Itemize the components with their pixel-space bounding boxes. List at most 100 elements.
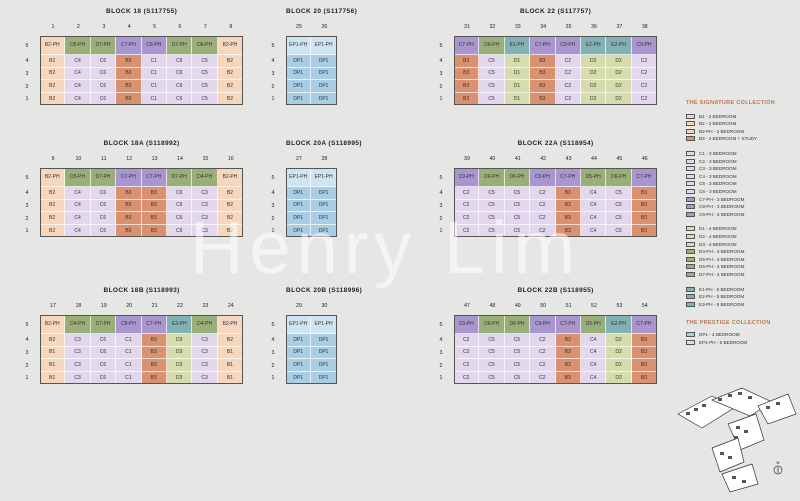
unit-cell[interactable]: C1 bbox=[141, 92, 167, 106]
unit-cell[interactable]: C1 bbox=[116, 346, 142, 360]
unit-cell[interactable]: D6-PH bbox=[606, 168, 632, 187]
unit-cell[interactable]: C6 bbox=[90, 199, 117, 213]
unit-cell[interactable]: B2 bbox=[217, 92, 244, 106]
unit-cell[interactable]: C3 bbox=[192, 346, 218, 360]
unit-cell[interactable]: DP1 bbox=[311, 224, 337, 238]
unit-cell[interactable]: D6-PH bbox=[504, 315, 531, 334]
unit-cell[interactable]: B3 bbox=[555, 346, 581, 360]
unit-cell[interactable]: B3 bbox=[631, 224, 658, 238]
unit-cell[interactable]: C2 bbox=[530, 334, 556, 347]
unit-cell[interactable]: C2 bbox=[555, 55, 581, 68]
unit-cell[interactable]: B3 bbox=[631, 212, 658, 225]
unit-cell[interactable]: C6 bbox=[167, 55, 193, 68]
unit-cell[interactable]: B2 bbox=[40, 334, 66, 347]
unit-cell[interactable]: C2 bbox=[631, 92, 658, 106]
unit-cell[interactable]: EP1-PH bbox=[311, 315, 337, 334]
unit-cell[interactable]: B3 bbox=[631, 371, 658, 385]
unit-cell[interactable]: C4 bbox=[581, 212, 607, 225]
unit-cell[interactable]: DP1 bbox=[286, 80, 312, 93]
unit-cell[interactable]: C6 bbox=[90, 334, 117, 347]
unit-cell[interactable]: D5-PH bbox=[65, 168, 91, 187]
unit-cell[interactable]: C9-PH bbox=[631, 36, 658, 55]
unit-cell[interactable]: D7-PH bbox=[167, 36, 193, 55]
unit-cell[interactable]: DP1 bbox=[311, 334, 337, 347]
unit-cell[interactable]: C3 bbox=[65, 334, 91, 347]
unit-cell[interactable]: EP1-PH bbox=[286, 36, 312, 55]
unit-cell[interactable]: C4 bbox=[65, 199, 91, 213]
unit-cell[interactable]: DP1 bbox=[286, 371, 312, 385]
unit-cell[interactable]: C5 bbox=[479, 334, 505, 347]
unit-cell[interactable]: C4 bbox=[65, 67, 91, 81]
unit-cell[interactable]: C2 bbox=[454, 212, 480, 225]
unit-cell[interactable]: C9-PH bbox=[454, 168, 480, 187]
unit-cell[interactable]: DP1 bbox=[311, 199, 337, 213]
unit-cell[interactable]: B3 bbox=[116, 199, 142, 213]
unit-cell[interactable]: B2 bbox=[217, 212, 244, 225]
unit-cell[interactable]: B3 bbox=[631, 334, 658, 347]
unit-cell[interactable]: DP1 bbox=[311, 67, 337, 81]
unit-cell[interactable]: B3 bbox=[116, 224, 142, 238]
unit-cell[interactable]: D6-PH bbox=[479, 36, 505, 55]
unit-cell[interactable]: C5 bbox=[504, 212, 531, 225]
unit-cell[interactable]: B3 bbox=[141, 224, 167, 238]
unit-cell[interactable]: C5 bbox=[504, 359, 531, 372]
unit-cell[interactable]: EP1-PH bbox=[311, 168, 337, 187]
unit-cell[interactable]: C6 bbox=[167, 212, 193, 225]
unit-cell[interactable]: C4 bbox=[581, 346, 607, 360]
unit-cell[interactable]: C7-PH bbox=[631, 168, 658, 187]
unit-cell[interactable]: DP1 bbox=[311, 212, 337, 225]
unit-cell[interactable]: C6 bbox=[90, 224, 117, 238]
unit-cell[interactable]: C6 bbox=[90, 92, 117, 106]
unit-cell[interactable]: C3 bbox=[192, 371, 218, 385]
unit-cell[interactable]: C5 bbox=[606, 224, 632, 238]
unit-cell[interactable]: B3 bbox=[555, 199, 581, 213]
unit-cell[interactable]: C1 bbox=[116, 334, 142, 347]
unit-cell[interactable]: C6 bbox=[90, 187, 117, 200]
unit-cell[interactable]: C9-PH bbox=[555, 36, 581, 55]
unit-cell[interactable]: C5 bbox=[479, 212, 505, 225]
unit-cell[interactable]: B2 bbox=[217, 334, 244, 347]
unit-cell[interactable]: B2-PH bbox=[217, 36, 244, 55]
unit-cell[interactable]: C4 bbox=[581, 224, 607, 238]
unit-cell[interactable]: B3 bbox=[555, 334, 581, 347]
unit-cell[interactable]: B3 bbox=[141, 371, 167, 385]
unit-cell[interactable]: D2 bbox=[606, 80, 632, 93]
unit-cell[interactable]: C2 bbox=[555, 67, 581, 81]
unit-cell[interactable]: D2 bbox=[606, 371, 632, 385]
unit-cell[interactable]: D1 bbox=[504, 80, 531, 93]
unit-cell[interactable]: B2 bbox=[40, 55, 66, 68]
unit-cell[interactable]: D7-PH bbox=[90, 168, 117, 187]
unit-cell[interactable]: B3 bbox=[141, 359, 167, 372]
unit-cell[interactable]: C3 bbox=[65, 359, 91, 372]
unit-cell[interactable]: B3 bbox=[555, 224, 581, 238]
unit-cell[interactable]: C4 bbox=[65, 80, 91, 93]
unit-cell[interactable]: C6 bbox=[90, 346, 117, 360]
unit-cell[interactable]: D5-PH bbox=[65, 36, 91, 55]
unit-cell[interactable]: D3 bbox=[167, 334, 193, 347]
unit-cell[interactable]: B1 bbox=[217, 346, 244, 360]
unit-cell[interactable]: B2 bbox=[40, 212, 66, 225]
unit-cell[interactable]: B1 bbox=[40, 359, 66, 372]
unit-cell[interactable]: D3 bbox=[167, 346, 193, 360]
unit-cell[interactable]: B2 bbox=[40, 80, 66, 93]
unit-cell[interactable]: D2 bbox=[606, 55, 632, 68]
unit-cell[interactable]: C3 bbox=[65, 371, 91, 385]
unit-cell[interactable]: C6 bbox=[90, 212, 117, 225]
unit-cell[interactable]: DP1 bbox=[286, 55, 312, 68]
unit-cell[interactable]: D6-PH bbox=[479, 315, 505, 334]
unit-cell[interactable]: B2 bbox=[217, 55, 244, 68]
unit-cell[interactable]: B3 bbox=[631, 359, 658, 372]
unit-cell[interactable]: C5 bbox=[504, 199, 531, 213]
unit-cell[interactable]: C3 bbox=[192, 334, 218, 347]
unit-cell[interactable]: C5 bbox=[479, 80, 505, 93]
unit-cell[interactable]: C3 bbox=[65, 346, 91, 360]
unit-cell[interactable]: C2 bbox=[530, 359, 556, 372]
unit-cell[interactable]: B3 bbox=[555, 212, 581, 225]
unit-cell[interactable]: C4 bbox=[581, 187, 607, 200]
unit-cell[interactable]: C6 bbox=[90, 359, 117, 372]
unit-cell[interactable]: C8-PH bbox=[141, 36, 167, 55]
unit-cell[interactable]: B1 bbox=[217, 359, 244, 372]
unit-cell[interactable]: C3 bbox=[192, 187, 218, 200]
unit-cell[interactable]: C2 bbox=[530, 346, 556, 360]
unit-cell[interactable]: D4-PH bbox=[192, 315, 218, 334]
